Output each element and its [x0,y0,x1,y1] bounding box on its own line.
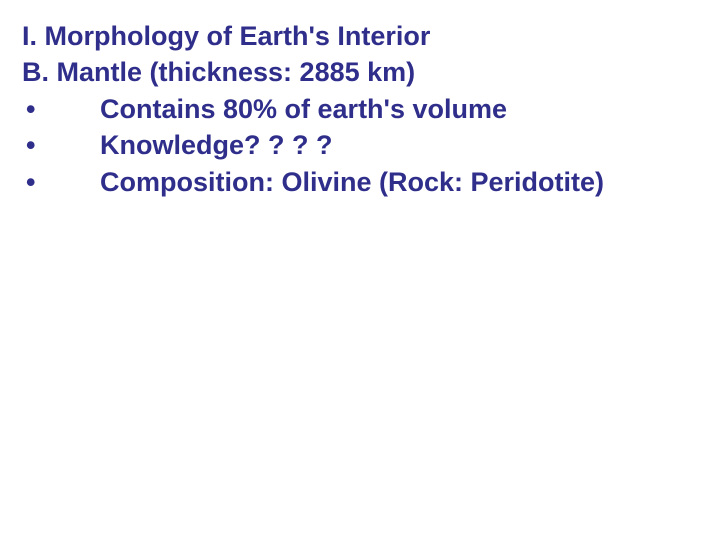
bullet-marker: • [22,91,100,127]
slide-content: I. Morphology of Earth's Interior B. Man… [22,18,698,200]
bullet-marker: • [22,164,100,200]
bullet-item: • Knowledge? ? ? ? [22,127,698,163]
bullet-text: Contains 80% of earth's volume [100,91,698,127]
outline-heading-1: I. Morphology of Earth's Interior [22,18,698,54]
bullet-text: Composition: Olivine (Rock: Peridotite) [100,164,698,200]
outline-heading-2: B. Mantle (thickness: 2885 km) [22,54,698,90]
bullet-item: • Composition: Olivine (Rock: Peridotite… [22,164,698,200]
bullet-text: Knowledge? ? ? ? [100,127,698,163]
bullet-item: • Contains 80% of earth's volume [22,91,698,127]
bullet-marker: • [22,127,100,163]
